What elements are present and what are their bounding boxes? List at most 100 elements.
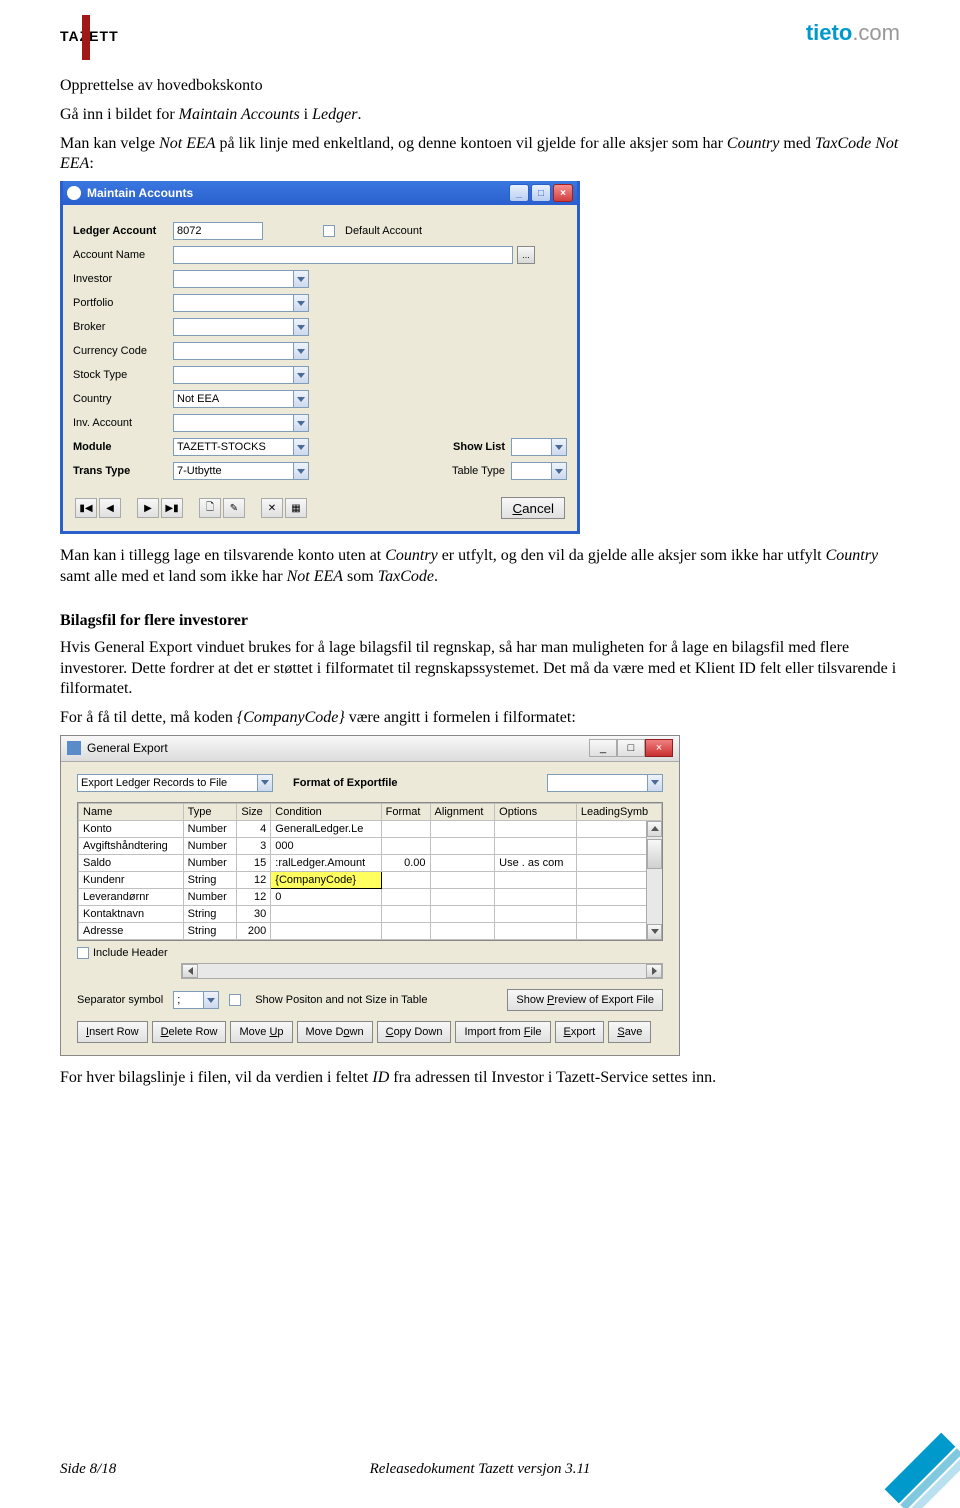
table-cell[interactable] [430,905,495,922]
table-row[interactable]: SaldoNumber15:ralLedger.Amount0.00Use . … [79,854,662,871]
table-cell[interactable] [381,888,430,905]
dropdown-icon[interactable] [293,462,309,480]
table-cell[interactable] [495,922,577,939]
new-button[interactable]: 🗋 [199,498,221,518]
move-down-button[interactable]: Move Down [297,1021,373,1043]
export-button[interactable]: Export [555,1021,605,1043]
currency-code-input[interactable] [173,342,293,360]
table-cell[interactable]: Number [183,888,237,905]
table-row[interactable]: LeverandørnrNumber120 [79,888,662,905]
dropdown-icon[interactable] [203,991,219,1009]
first-record-button[interactable]: ▮◀ [75,498,97,518]
copy-down-button[interactable]: Copy Down [377,1021,452,1043]
table-cell[interactable]: 200 [237,922,271,939]
table-cell[interactable] [430,820,495,837]
column-header[interactable]: Alignment [430,803,495,820]
table-cell[interactable]: Number [183,820,237,837]
insert-row-button[interactable]: Insert Row [77,1021,148,1043]
maximize-button[interactable]: □ [617,739,645,757]
next-record-button[interactable]: ▶ [137,498,159,518]
dropdown-icon[interactable] [293,390,309,408]
currency-code-combo[interactable] [173,342,309,360]
module-input[interactable] [173,438,293,456]
scroll-down-button[interactable] [647,924,662,940]
table-cell[interactable] [495,871,577,888]
table-row[interactable]: KontoNumber4GeneralLedger.Le [79,820,662,837]
table-cell[interactable] [430,854,495,871]
show-list-input[interactable] [511,438,551,456]
table-cell[interactable]: Adresse [79,922,184,939]
dropdown-icon[interactable] [293,414,309,432]
module-combo[interactable] [173,438,309,456]
table-cell[interactable]: Konto [79,820,184,837]
dropdown-icon[interactable] [293,270,309,288]
country-combo[interactable] [173,390,309,408]
default-account-checkbox[interactable] [323,225,335,237]
account-name-lookup-button[interactable]: ... [517,246,535,264]
scroll-track[interactable] [198,964,646,978]
cancel-button[interactable]: Cancel [501,497,565,519]
table-cell[interactable] [495,888,577,905]
dropdown-icon[interactable] [551,438,567,456]
separator-input[interactable] [173,991,203,1009]
table-cell[interactable]: Kundenr [79,871,184,888]
delete-button[interactable]: ✕ [261,498,283,518]
table-cell[interactable]: 0 [271,888,381,905]
table-cell[interactable]: 0.00 [381,854,430,871]
country-input[interactable] [173,390,293,408]
table-cell[interactable] [381,820,430,837]
table-cell[interactable]: Saldo [79,854,184,871]
table-cell[interactable]: GeneralLedger.Le [271,820,381,837]
table-cell[interactable]: 000 [271,837,381,854]
dropdown-icon[interactable] [293,342,309,360]
table-cell[interactable] [495,820,577,837]
last-record-button[interactable]: ▶▮ [161,498,183,518]
trans-type-combo[interactable] [173,462,309,480]
table-cell[interactable] [495,837,577,854]
table-cell[interactable] [381,871,430,888]
stock-type-input[interactable] [173,366,293,384]
dropdown-icon[interactable] [551,462,567,480]
maximize-button[interactable]: □ [531,184,551,202]
investor-combo[interactable] [173,270,309,288]
table-cell[interactable]: Kontaktnavn [79,905,184,922]
portfolio-input[interactable] [173,294,293,312]
ledger-account-input[interactable] [173,222,263,240]
prev-record-button[interactable]: ◀ [99,498,121,518]
export-table[interactable]: NameTypeSizeConditionFormatAlignmentOpti… [78,803,662,940]
table-cell[interactable]: Number [183,837,237,854]
scroll-right-button[interactable] [646,964,662,978]
horizontal-scrollbar[interactable] [181,963,663,979]
scroll-left-button[interactable] [182,964,198,978]
table-cell[interactable]: {CompanyCode} [271,871,381,888]
save-button[interactable]: Save [608,1021,651,1043]
table-cell[interactable]: 12 [237,888,271,905]
export-type-combo[interactable] [77,774,273,792]
show-position-checkbox[interactable] [229,994,241,1006]
format-combo[interactable] [547,774,663,792]
account-name-input[interactable] [173,246,513,264]
show-list-combo[interactable] [511,438,567,456]
scroll-up-button[interactable] [647,821,662,837]
table-cell[interactable] [381,922,430,939]
table-cell[interactable] [495,905,577,922]
scroll-thumb[interactable] [647,839,662,869]
column-header[interactable]: LeadingSymb [576,803,661,820]
column-header[interactable]: Condition [271,803,381,820]
save-button[interactable]: ▦ [285,498,307,518]
titlebar[interactable]: Maintain Accounts _ □ × [63,181,577,205]
table-cell[interactable]: String [183,871,237,888]
inv-account-combo[interactable] [173,414,309,432]
table-cell[interactable]: Use . as com [495,854,577,871]
column-header[interactable]: Options [495,803,577,820]
table-cell[interactable]: 15 [237,854,271,871]
table-row[interactable]: AdresseString200 [79,922,662,939]
separator-combo[interactable] [173,991,219,1009]
table-cell[interactable]: String [183,922,237,939]
investor-input[interactable] [173,270,293,288]
preview-button[interactable]: Show Preview of Export File [507,989,663,1011]
inv-account-input[interactable] [173,414,293,432]
export-type-input[interactable] [77,774,257,792]
broker-combo[interactable] [173,318,309,336]
table-cell[interactable] [430,837,495,854]
